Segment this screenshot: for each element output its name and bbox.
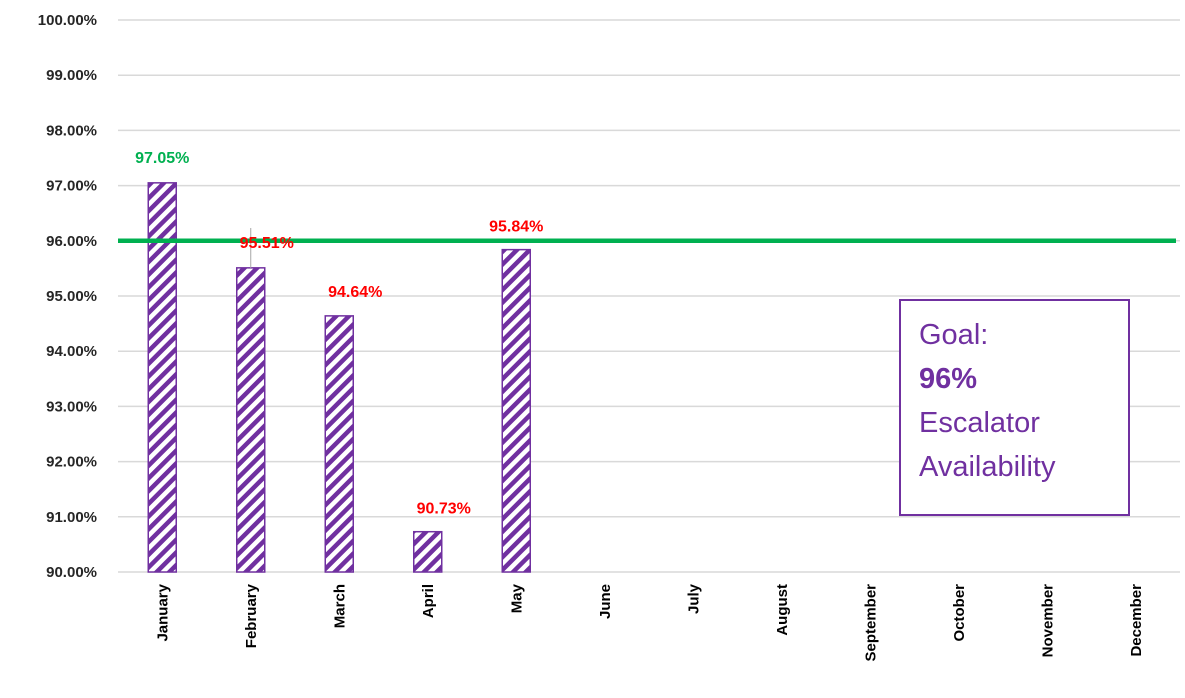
x-tick-label: February xyxy=(243,583,260,648)
bar-march xyxy=(324,315,354,573)
x-tick-label: November xyxy=(1039,584,1056,658)
goal-value: 96% xyxy=(919,363,978,395)
x-tick-label: June xyxy=(597,584,614,619)
y-tick-label: 100.00% xyxy=(38,12,97,29)
x-tick-label: May xyxy=(508,583,525,613)
data-label-may: 95.84% xyxy=(489,219,543,236)
y-tick-label: 94.00% xyxy=(46,343,97,360)
data-label-march: 94.64% xyxy=(328,284,382,301)
x-tick-label: April xyxy=(420,584,437,618)
goal-metric-line2: Availability xyxy=(919,451,1056,483)
y-tick-label: 99.00% xyxy=(46,67,97,84)
y-tick-label: 91.00% xyxy=(46,509,97,526)
x-tick-label: December xyxy=(1128,584,1145,657)
data-label-april: 90.73% xyxy=(417,501,471,518)
bar-january xyxy=(147,182,177,573)
x-tick-label: January xyxy=(154,583,171,641)
y-tick-label: 98.00% xyxy=(46,122,97,139)
bar-may xyxy=(501,248,531,573)
bar-april xyxy=(413,530,443,573)
x-tick-label: October xyxy=(951,584,968,642)
goal-title: Goal: xyxy=(919,319,989,351)
y-tick-label: 92.00% xyxy=(46,454,97,471)
goal-annotation-box: Goal: 96% Escalator Availability xyxy=(899,299,1130,516)
x-tick-label: March xyxy=(331,584,348,628)
y-tick-label: 93.00% xyxy=(46,398,97,415)
goal-metric-line1: Escalator xyxy=(919,407,1040,439)
x-tick-label: August xyxy=(774,584,791,636)
data-label-january: 97.05% xyxy=(135,150,189,167)
y-tick-label: 95.00% xyxy=(46,288,97,305)
x-tick-label: July xyxy=(685,583,702,614)
y-tick-label: 90.00% xyxy=(46,564,97,581)
bar-february xyxy=(236,267,266,573)
x-tick-label: September xyxy=(862,584,879,662)
y-tick-label: 96.00% xyxy=(46,233,97,250)
y-tick-label: 97.00% xyxy=(46,178,97,195)
data-label-february: 95.51% xyxy=(240,235,294,252)
